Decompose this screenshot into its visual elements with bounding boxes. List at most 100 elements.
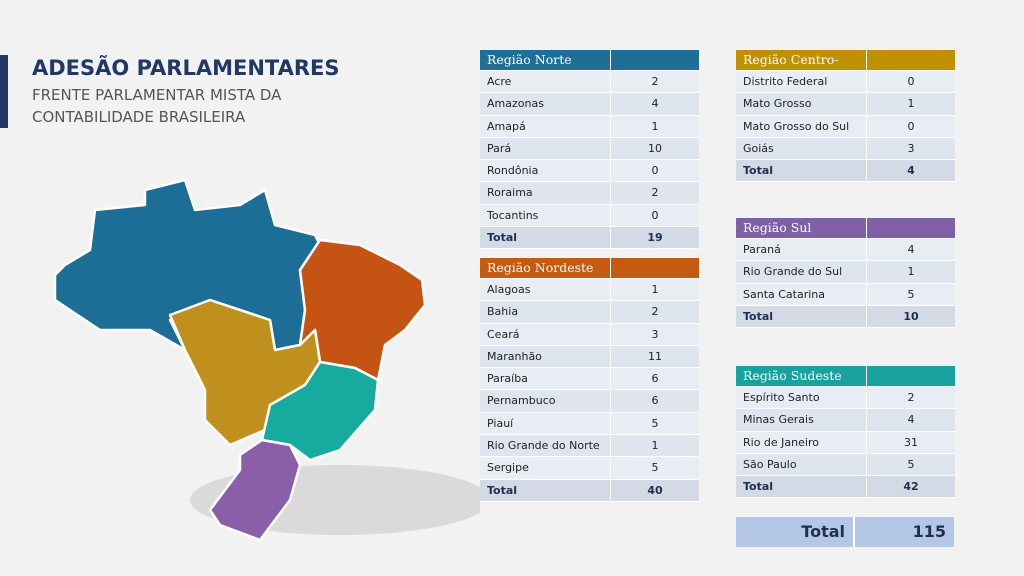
state-value: 1 <box>610 279 699 301</box>
state-name: Rio de Janeiro <box>743 435 819 449</box>
table-row: Sergipe 5 <box>480 457 699 480</box>
state-name: Pará <box>487 141 512 155</box>
region-name: Região Nordeste <box>487 260 594 275</box>
region-sul <box>208 438 302 542</box>
total-label: Total <box>487 231 518 245</box>
state-name: Tocantins <box>487 208 539 222</box>
subtitle: CONTABILIDADE BRASILEIRA <box>32 108 246 126</box>
state-name: Rio Grande do Sul <box>743 265 843 279</box>
total-value: 42 <box>866 476 955 498</box>
state-name: Rondônia <box>487 164 539 178</box>
total-row: Total 4 <box>736 160 955 183</box>
table-header: Região Sudeste <box>736 366 955 387</box>
state-value: 6 <box>610 368 699 390</box>
table-body: Alagoas 1 Bahia 2 Ceará 3 Maranhão 11 Paraíba 6 Pe… <box>480 279 699 502</box>
table-body: Acre 2 Amazonas 4 Amapá 1 Pará 10 Rondônia 0 Rorai… <box>480 71 699 250</box>
table-row: Mato Grosso do Sul 0 <box>736 115 955 138</box>
table-row: Distrito Federal 0 <box>736 71 955 94</box>
state-name: Sergipe <box>487 461 529 475</box>
grand-total-value: 115 <box>912 522 946 541</box>
region-table: Região Nordeste Alagoas 1 Bahia 2 Ceará 3 Maran… <box>480 258 699 502</box>
table-header: Região Nordeste <box>480 258 699 279</box>
total-value: 19 <box>610 227 699 249</box>
table-row: Goiás 3 <box>736 137 955 161</box>
state-name: Pernambuco <box>487 394 556 408</box>
state-value: 2 <box>610 71 699 93</box>
table-row: Ceará 3 <box>480 323 699 346</box>
table-row: Amazonas 4 <box>480 93 699 116</box>
state-value: 5 <box>866 453 955 476</box>
table-row: Roraima 2 <box>480 182 699 205</box>
table-row: Bahia 2 <box>480 301 699 324</box>
table-row: Amapá 1 <box>480 115 699 138</box>
title: ADESÃO PARLAMENTARES <box>32 56 340 80</box>
state-name: Paraná <box>743 243 781 256</box>
table-row: Rondônia 0 <box>480 160 699 183</box>
table-row: Alagoas 1 <box>480 279 699 302</box>
state-name: Distrito Federal <box>743 75 828 88</box>
table-row: Acre 2 <box>480 71 699 94</box>
state-name: Mato Grosso <box>743 97 812 111</box>
table-row: Santa Catarina 5 <box>736 283 955 306</box>
state-name: Alagoas <box>487 283 531 296</box>
grand-total-label: Total <box>736 517 855 547</box>
table-row: Minas Gerais 4 <box>736 409 955 432</box>
brazil-map <box>53 178 480 542</box>
state-value: 0 <box>866 71 955 93</box>
state-value: 1 <box>610 115 699 137</box>
state-name: Mato Grosso do Sul <box>743 119 850 133</box>
state-name: Paraíba <box>487 372 528 386</box>
header-blank <box>866 366 955 386</box>
state-value: 4 <box>866 239 955 261</box>
table-row: Rio Grande do Sul 1 <box>736 261 955 284</box>
total-label: Total <box>743 309 774 323</box>
region-name: Região Centro-Oeste <box>743 52 839 87</box>
state-value: 1 <box>866 93 955 115</box>
state-value: 4 <box>866 409 955 431</box>
state-name: Minas Gerais <box>743 413 814 427</box>
state-name: Amapá <box>487 119 526 133</box>
state-name: Amazonas <box>487 97 544 111</box>
total-row: Total 19 <box>480 227 699 250</box>
table-row: Piauí 5 <box>480 412 699 436</box>
table-body: Espírito Santo 2 Minas Gerais 4 Rio de Janei… <box>736 387 955 499</box>
state-value: 11 <box>610 345 699 368</box>
state-name: Santa Catarina <box>743 287 826 301</box>
table-row: Rio de Janeiro 31 <box>736 431 955 454</box>
total-value: 10 <box>866 305 955 328</box>
table-row: Mato Grosso 1 <box>736 93 955 116</box>
state-name: Ceará <box>487 327 520 341</box>
table-row: Rio Grande do Norte 1 <box>480 435 699 458</box>
state-value: 3 <box>866 137 955 160</box>
total-label: Total <box>743 480 774 494</box>
total-value: 4 <box>866 160 955 182</box>
region-table: Região Sudeste Espírito Santo 2 Minas Gerai… <box>736 366 955 499</box>
table-body: Distrito Federal 0 Mato Grosso 1 Mato Grosso… <box>736 71 955 183</box>
state-name: Roraima <box>487 186 533 200</box>
total-row: Total 10 <box>736 305 955 329</box>
state-name: Goiás <box>743 141 774 155</box>
subtitle: FRENTE PARLAMENTAR MISTA DA <box>32 86 282 104</box>
state-value: 1 <box>866 261 955 283</box>
total-row: Total 40 <box>480 479 699 502</box>
header-blank <box>610 50 699 70</box>
state-value: 0 <box>610 160 699 182</box>
state-value: 1 <box>610 435 699 457</box>
region-name: Região Sul <box>743 220 812 235</box>
state-value: 0 <box>866 115 955 137</box>
state-value: 5 <box>610 412 699 435</box>
state-name: Rio Grande do Norte <box>487 439 600 453</box>
state-value: 5 <box>610 457 699 479</box>
region-name: Região Sudeste <box>743 368 842 383</box>
table-row: Pará 10 <box>480 137 699 161</box>
table-row: Maranhão 11 <box>480 345 699 369</box>
state-name: Maranhão <box>487 349 542 363</box>
header-blank <box>610 258 699 278</box>
total-row: Total 42 <box>736 476 955 499</box>
table-row: São Paulo 5 <box>736 453 955 477</box>
total-label: Total <box>487 483 518 497</box>
state-value: 6 <box>610 390 699 412</box>
state-value: 2 <box>610 301 699 323</box>
state-value: 2 <box>610 182 699 204</box>
